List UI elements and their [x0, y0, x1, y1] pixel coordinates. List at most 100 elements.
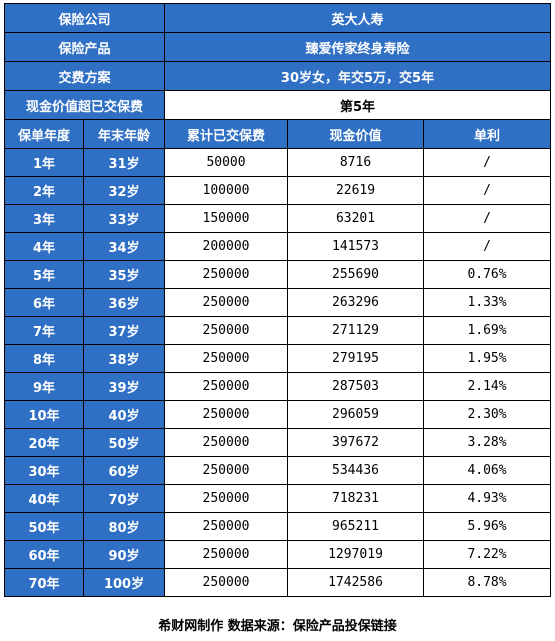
policy-year-cell: 40年	[4, 484, 84, 513]
exceed-value: 第5年	[164, 90, 552, 120]
premium-paid-cell: 250000	[164, 316, 289, 345]
policy-year-cell: 8年	[4, 344, 84, 373]
table-row: 70年 100岁 250000 1742586 8.78%	[4, 568, 552, 597]
simple-interest-cell: 2.14%	[423, 372, 552, 401]
premium-paid-cell: 250000	[164, 456, 289, 485]
table-row: 10年 40岁 250000 296059 2.30%	[4, 400, 552, 429]
policy-year-cell: 50年	[4, 512, 84, 541]
cash-value-cell: 8716	[287, 148, 425, 177]
cash-value-cell: 296059	[287, 400, 425, 429]
age-cell: 39岁	[82, 372, 166, 401]
table-row: 4年 34岁 200000 141573/	[4, 232, 552, 261]
age-cell: 40岁	[82, 400, 166, 429]
cash-value-cell: 1297019	[287, 540, 425, 569]
simple-interest-cell: 0.76%	[423, 260, 552, 289]
premium-paid-cell: 250000	[164, 484, 289, 513]
company-label: 保险公司	[3, 3, 166, 33]
cash-value-cell: 1742586	[287, 568, 425, 597]
policy-year-cell: 5年	[4, 260, 84, 289]
premium-paid-cell: 250000	[164, 568, 289, 597]
plan-row: 交费方案 30岁女，年交5万，交5年	[3, 61, 552, 91]
cash-value-cell: 255690	[287, 260, 425, 289]
age-cell: 37岁	[82, 316, 166, 345]
cash-value-cell: 718231	[287, 484, 425, 513]
simple-interest-cell: 4.93%	[423, 484, 552, 513]
age-cell: 34岁	[82, 232, 166, 261]
simple-interest-cell: 1.95%	[423, 344, 552, 373]
simple-interest-cell: 7.22%	[423, 540, 552, 569]
product-label: 保险产品	[3, 32, 166, 62]
policy-year-cell: 10年	[4, 400, 84, 429]
cash-value-cell: 287503	[287, 372, 425, 401]
age-cell: 100岁	[82, 568, 166, 597]
table-row: 1年 31岁 50000 8716/	[4, 148, 552, 177]
simple-interest-cell: /	[423, 148, 552, 177]
col-header-policy-year: 保单年度	[4, 119, 84, 149]
col-header-age: 年末年龄	[82, 119, 166, 149]
policy-year-cell: 2年	[4, 176, 84, 205]
cash-value-cell: 271129	[287, 316, 425, 345]
cash-value-cell: 22619	[287, 176, 425, 205]
age-cell: 35岁	[82, 260, 166, 289]
age-cell: 31岁	[82, 148, 166, 177]
simple-interest-cell: 8.78%	[423, 568, 552, 597]
table-row: 7年 37岁 250000 271129 1.69%	[4, 316, 552, 345]
age-cell: 90岁	[82, 540, 166, 569]
age-cell: 36岁	[82, 288, 166, 317]
simple-interest-cell: 5.96%	[423, 512, 552, 541]
simple-interest-cell: 1.69%	[423, 316, 552, 345]
table-row: 50年 80岁 250000 965211 5.96%	[4, 512, 552, 541]
company-row: 保险公司 英大人寿	[3, 3, 552, 33]
policy-year-cell: 9年	[4, 372, 84, 401]
cash-value-cell: 63201	[287, 204, 425, 233]
exceed-row: 现金价值超已交保费 第5年	[3, 90, 552, 120]
premium-paid-cell: 250000	[164, 540, 289, 569]
premium-paid-cell: 250000	[164, 400, 289, 429]
age-cell: 38岁	[82, 344, 166, 373]
column-header-row: 保单年度 年末年龄 累计已交保费 现金价值 单利	[4, 119, 552, 149]
cash-value-cell: 263296	[287, 288, 425, 317]
simple-interest-cell: 3.28%	[423, 428, 552, 457]
cash-value-cell: 534436	[287, 456, 425, 485]
col-header-premium-paid: 累计已交保费	[164, 119, 289, 149]
age-cell: 50岁	[82, 428, 166, 457]
table-row: 60年 90岁 250000 1297019 7.22%	[4, 540, 552, 569]
policy-year-cell: 7年	[4, 316, 84, 345]
table-row: 5年 35岁 250000 255690 0.76%	[4, 260, 552, 289]
plan-label: 交费方案	[3, 61, 166, 91]
product-value: 臻爱传家终身寿险	[164, 32, 552, 62]
table-row: 6年 36岁 250000 263296 1.33%	[4, 288, 552, 317]
premium-paid-cell: 250000	[164, 344, 289, 373]
table-row: 20年 50岁 250000 397672 3.28%	[4, 428, 552, 457]
exceed-label: 现金价值超已交保费	[3, 90, 166, 120]
plan-value: 30岁女，年交5万，交5年	[164, 61, 552, 91]
table-row: 9年 39岁 250000 287503 2.14%	[4, 372, 552, 401]
policy-year-cell: 70年	[4, 568, 84, 597]
cash-value-cell: 965211	[287, 512, 425, 541]
cash-value-cell: 397672	[287, 428, 425, 457]
policy-year-cell: 1年	[4, 148, 84, 177]
simple-interest-cell: 1.33%	[423, 288, 552, 317]
policy-year-cell: 4年	[4, 232, 84, 261]
simple-interest-cell: 2.30%	[423, 400, 552, 429]
simple-interest-cell: /	[423, 204, 552, 233]
premium-paid-cell: 250000	[164, 288, 289, 317]
simple-interest-cell: 4.06%	[423, 456, 552, 485]
premium-paid-cell: 250000	[164, 372, 289, 401]
premium-paid-cell: 250000	[164, 512, 289, 541]
policy-year-cell: 6年	[4, 288, 84, 317]
table-row: 3年 33岁 150000 63201/	[4, 204, 552, 233]
premium-paid-cell: 200000	[164, 232, 289, 261]
premium-paid-cell: 250000	[164, 428, 289, 457]
footer-source-note: 希财网制作 数据来源：保险产品投保链接	[158, 619, 397, 634]
col-header-simple-interest: 单利	[423, 119, 552, 149]
table-row: 2年 32岁 100000 22619/	[4, 176, 552, 205]
policy-year-cell: 60年	[4, 540, 84, 569]
age-cell: 70岁	[82, 484, 166, 513]
simple-interest-cell: /	[423, 176, 552, 205]
age-cell: 80岁	[82, 512, 166, 541]
cash-value-cell: 141573	[287, 232, 425, 261]
insurance-cash-value-table: 保险公司 英大人寿 保险产品 臻爱传家终身寿险 交费方案 30岁女，年交5万，交…	[3, 3, 552, 597]
premium-paid-cell: 50000	[164, 148, 289, 177]
